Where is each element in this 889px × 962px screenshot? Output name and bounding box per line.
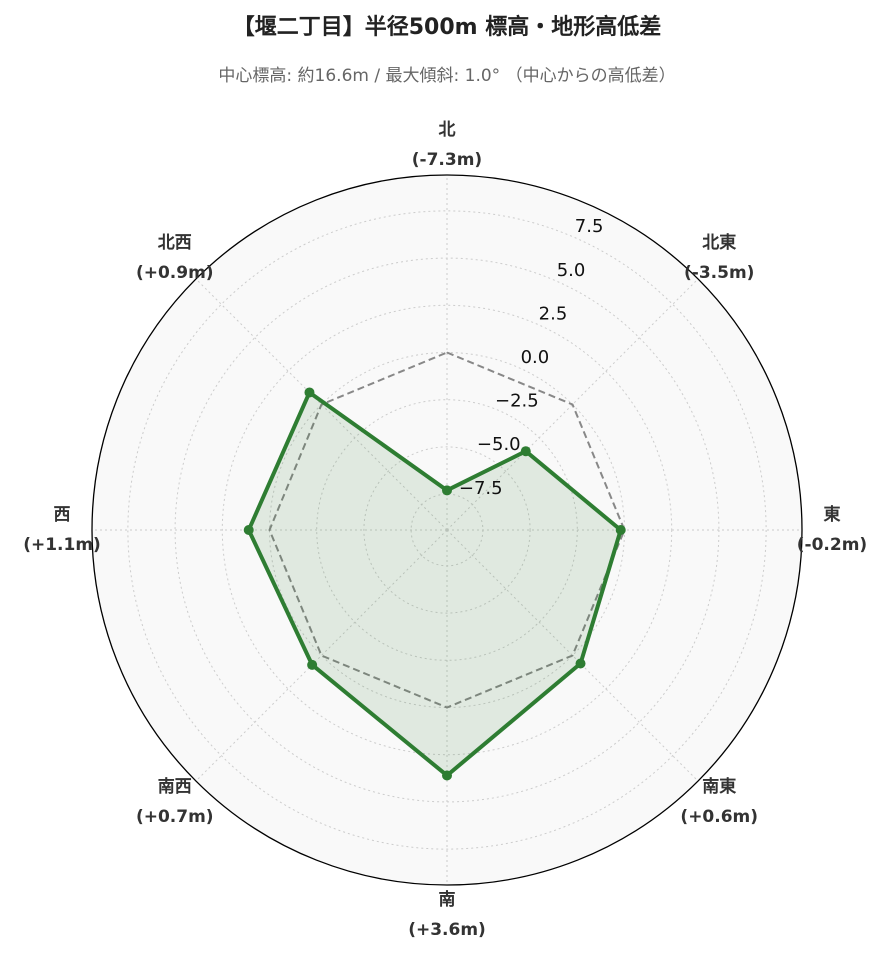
- grid-circle: [127, 210, 767, 850]
- category-label: 北東: [702, 232, 736, 253]
- grid-circle: [221, 304, 673, 756]
- category-value-label: (+1.1m): [23, 535, 101, 555]
- category-label: 北西: [158, 233, 192, 253]
- category-label: 南西: [158, 776, 192, 797]
- r-tick-label: −2.5: [495, 391, 539, 412]
- data-point: [575, 658, 586, 669]
- category-value-label: (+0.7m): [136, 807, 214, 827]
- r-tick-label: −7.5: [459, 478, 503, 499]
- reference-line: [268, 351, 626, 709]
- data-point: [615, 525, 626, 535]
- data-point: [243, 525, 254, 535]
- category-label: 西: [54, 505, 71, 525]
- spoke: [446, 278, 699, 531]
- category-value-label: (+3.6m): [408, 920, 486, 940]
- spoke: [195, 529, 448, 782]
- data-point: [520, 446, 531, 457]
- data-point: [304, 387, 315, 398]
- category-label: 東: [824, 504, 841, 525]
- spoke: [195, 278, 448, 531]
- chart-title: 【堰二丁目】半径500m 標高・地形高低差: [233, 14, 662, 40]
- category-value-label: (+0.6m): [680, 807, 758, 827]
- category-value-label: (-7.3m): [412, 150, 482, 170]
- spoke: [446, 529, 699, 782]
- grid-circle: [363, 446, 531, 614]
- category-value-label: (-0.2m): [797, 535, 867, 555]
- r-tick-label: 2.5: [539, 303, 568, 324]
- data-point: [442, 485, 452, 496]
- plot-border: [91, 174, 803, 886]
- chart-subtitle: 中心標高: 約16.6m / 最大傾斜: 1.0° （中心からの高低差）: [218, 66, 675, 86]
- category-value-label: (+0.9m): [136, 263, 214, 283]
- data-area: [248, 392, 621, 776]
- r-tick-label: −5.0: [477, 434, 521, 455]
- r-tick-label: 5.0: [557, 260, 586, 281]
- r-tick-label: 7.5: [575, 216, 604, 237]
- category-label: 北: [439, 120, 456, 140]
- category-label: 南東: [702, 776, 736, 797]
- data-point: [307, 659, 318, 670]
- category-value-label: (-3.5m): [684, 263, 754, 283]
- r-tick-label: 0.0: [521, 347, 550, 368]
- category-label: 南: [439, 889, 456, 910]
- data-point: [442, 770, 452, 781]
